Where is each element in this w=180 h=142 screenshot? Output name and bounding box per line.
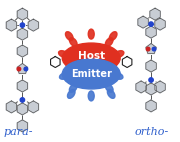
Text: Emitter: Emitter: [71, 69, 112, 79]
Circle shape: [146, 47, 150, 51]
Ellipse shape: [105, 38, 113, 46]
Polygon shape: [17, 45, 28, 57]
Circle shape: [149, 78, 153, 82]
Ellipse shape: [88, 29, 94, 39]
Polygon shape: [6, 101, 17, 113]
Polygon shape: [146, 44, 156, 54]
Ellipse shape: [107, 89, 115, 98]
Ellipse shape: [88, 91, 94, 101]
Polygon shape: [146, 100, 156, 112]
Polygon shape: [146, 83, 156, 95]
Ellipse shape: [62, 59, 120, 89]
Polygon shape: [146, 60, 156, 72]
Polygon shape: [51, 57, 60, 67]
Polygon shape: [28, 19, 39, 31]
Ellipse shape: [113, 73, 123, 79]
Polygon shape: [155, 81, 165, 93]
Ellipse shape: [58, 51, 68, 57]
Polygon shape: [150, 8, 160, 20]
Circle shape: [24, 67, 28, 71]
Polygon shape: [155, 18, 165, 30]
Ellipse shape: [105, 84, 113, 92]
Polygon shape: [146, 26, 156, 38]
Circle shape: [20, 23, 25, 27]
Polygon shape: [17, 80, 28, 92]
Circle shape: [20, 98, 25, 102]
Ellipse shape: [68, 89, 75, 98]
Circle shape: [17, 67, 21, 71]
Ellipse shape: [109, 32, 117, 40]
Text: ortho-: ortho-: [135, 127, 169, 137]
Text: Host: Host: [78, 51, 105, 61]
Polygon shape: [138, 16, 148, 28]
Polygon shape: [17, 28, 28, 40]
Circle shape: [152, 47, 156, 51]
Text: para-: para-: [4, 127, 33, 137]
Polygon shape: [17, 120, 28, 132]
Polygon shape: [17, 8, 28, 20]
Polygon shape: [6, 19, 17, 31]
Ellipse shape: [62, 43, 120, 73]
Polygon shape: [122, 57, 132, 67]
Polygon shape: [136, 81, 146, 93]
Polygon shape: [17, 63, 28, 73]
Ellipse shape: [60, 73, 69, 79]
Ellipse shape: [69, 84, 77, 92]
Polygon shape: [28, 101, 39, 113]
Ellipse shape: [69, 38, 77, 46]
Circle shape: [149, 22, 153, 26]
Ellipse shape: [114, 51, 124, 57]
Polygon shape: [17, 103, 28, 115]
Ellipse shape: [66, 32, 73, 40]
